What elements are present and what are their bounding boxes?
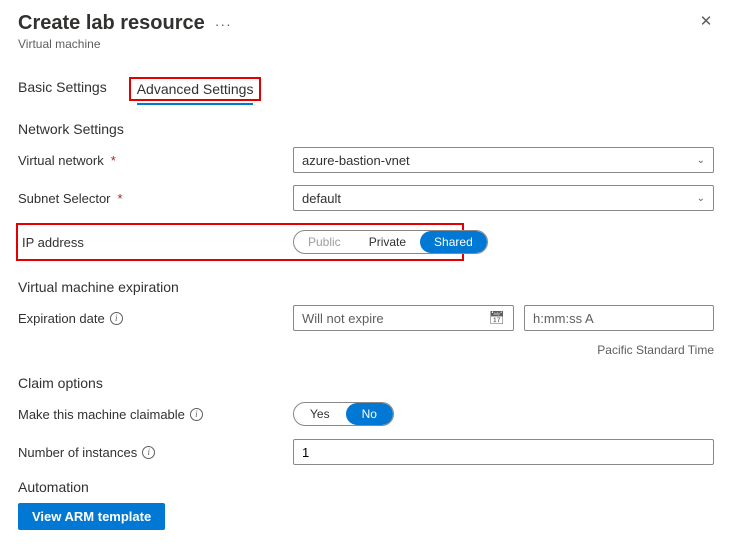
select-subnet[interactable]: default ⌄ <box>293 185 714 211</box>
input-expiration-time[interactable]: h:mm:ss A <box>524 305 714 331</box>
label-claimable: Make this machine claimable i <box>18 407 293 422</box>
label-virtual-network: Virtual network* <box>18 153 293 168</box>
label-subnet-selector: Subnet Selector* <box>18 191 293 206</box>
chevron-down-icon: ⌄ <box>697 193 705 204</box>
section-automation: Automation <box>18 479 714 495</box>
more-icon[interactable]: ··· <box>215 16 232 32</box>
pill-ip-public[interactable]: Public <box>294 231 355 253</box>
info-icon[interactable]: i <box>110 312 123 325</box>
calendar-icon: 📅︎ <box>488 310 505 326</box>
input-instances[interactable] <box>293 439 714 465</box>
pill-claimable-yes[interactable]: Yes <box>294 403 346 425</box>
toggle-ip-address[interactable]: Public Private Shared <box>293 230 488 254</box>
pill-ip-private[interactable]: Private <box>355 231 420 253</box>
toggle-claimable[interactable]: Yes No <box>293 402 394 426</box>
select-virtual-network[interactable]: azure-bastion-vnet ⌄ <box>293 147 714 173</box>
tab-basic-settings[interactable]: Basic Settings <box>18 79 107 103</box>
view-arm-template-button[interactable]: View ARM template <box>18 503 165 530</box>
timezone-hint: Pacific Standard Time <box>18 343 714 357</box>
chevron-down-icon: ⌄ <box>697 155 705 166</box>
close-icon[interactable]: ✕ <box>696 12 716 30</box>
page-subtitle: Virtual machine <box>18 37 714 51</box>
pill-claimable-no[interactable]: No <box>346 403 393 425</box>
tab-advanced-settings[interactable]: Advanced Settings <box>137 81 254 105</box>
label-expiration-date: Expiration date i <box>18 311 293 326</box>
pill-ip-shared[interactable]: Shared <box>420 231 487 253</box>
label-instances: Number of instances i <box>18 445 293 460</box>
section-vm-expiration: Virtual machine expiration <box>18 279 714 295</box>
page-title: Create lab resource <box>18 12 205 35</box>
label-ip-address: IP address <box>22 235 293 250</box>
input-expiration-date[interactable]: Will not expire 📅︎ <box>293 305 514 331</box>
section-claim-options: Claim options <box>18 375 714 391</box>
info-icon[interactable]: i <box>190 408 203 421</box>
section-network: Network Settings <box>18 121 714 137</box>
info-icon[interactable]: i <box>142 446 155 459</box>
